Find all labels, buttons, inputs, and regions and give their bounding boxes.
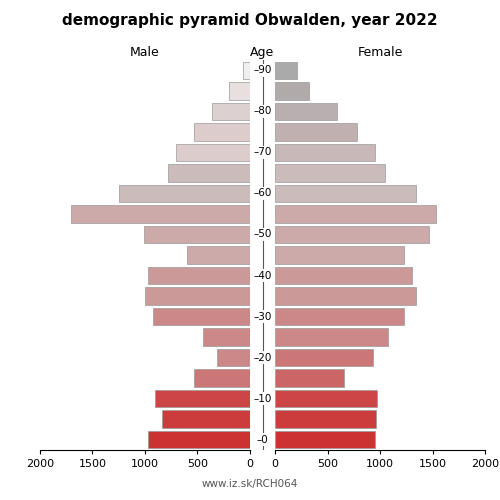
Bar [275,102,337,120]
Title: Male: Male [130,46,160,59]
Text: –90: –90 [254,66,272,76]
Text: –20: –20 [254,352,272,362]
Text: –10: –10 [254,394,272,404]
Bar [212,102,250,120]
Bar [162,410,250,428]
Bar [275,226,430,243]
Bar [156,390,250,407]
Text: –70: –70 [254,148,272,158]
Bar [144,226,250,243]
Bar [202,328,250,346]
Bar [72,205,250,222]
Bar [145,288,250,305]
Bar [194,123,250,140]
Bar [148,431,250,448]
Bar [275,308,404,326]
Bar [194,370,250,387]
Bar [275,205,436,222]
Text: –30: –30 [254,312,272,322]
Text: –80: –80 [254,106,272,117]
Bar [275,123,357,140]
Bar [275,390,377,407]
Bar [275,288,416,305]
Bar [275,62,297,79]
Bar [275,370,344,387]
Bar [168,164,250,182]
Bar [275,164,386,182]
Bar [275,349,372,366]
Bar [275,82,308,100]
Bar [229,82,250,100]
Text: –50: –50 [254,230,272,239]
Bar [118,184,250,202]
Bar [218,349,250,366]
Text: –60: –60 [254,188,272,198]
Bar [187,246,250,264]
Bar [242,62,250,79]
Bar [275,246,404,264]
Bar [154,308,250,326]
Bar [275,410,376,428]
Text: demographic pyramid Obwalden, year 2022: demographic pyramid Obwalden, year 2022 [62,12,438,28]
Text: www.iz.sk/RCH064: www.iz.sk/RCH064 [202,479,298,489]
Text: –0: –0 [256,434,268,444]
Title: Age: Age [250,46,274,59]
Bar [176,144,250,161]
Bar [275,431,375,448]
Text: –40: –40 [254,270,272,280]
Bar [275,184,416,202]
Bar [275,267,411,284]
Title: Female: Female [358,46,403,59]
Bar [275,144,375,161]
Bar [275,328,388,346]
Bar [148,267,250,284]
